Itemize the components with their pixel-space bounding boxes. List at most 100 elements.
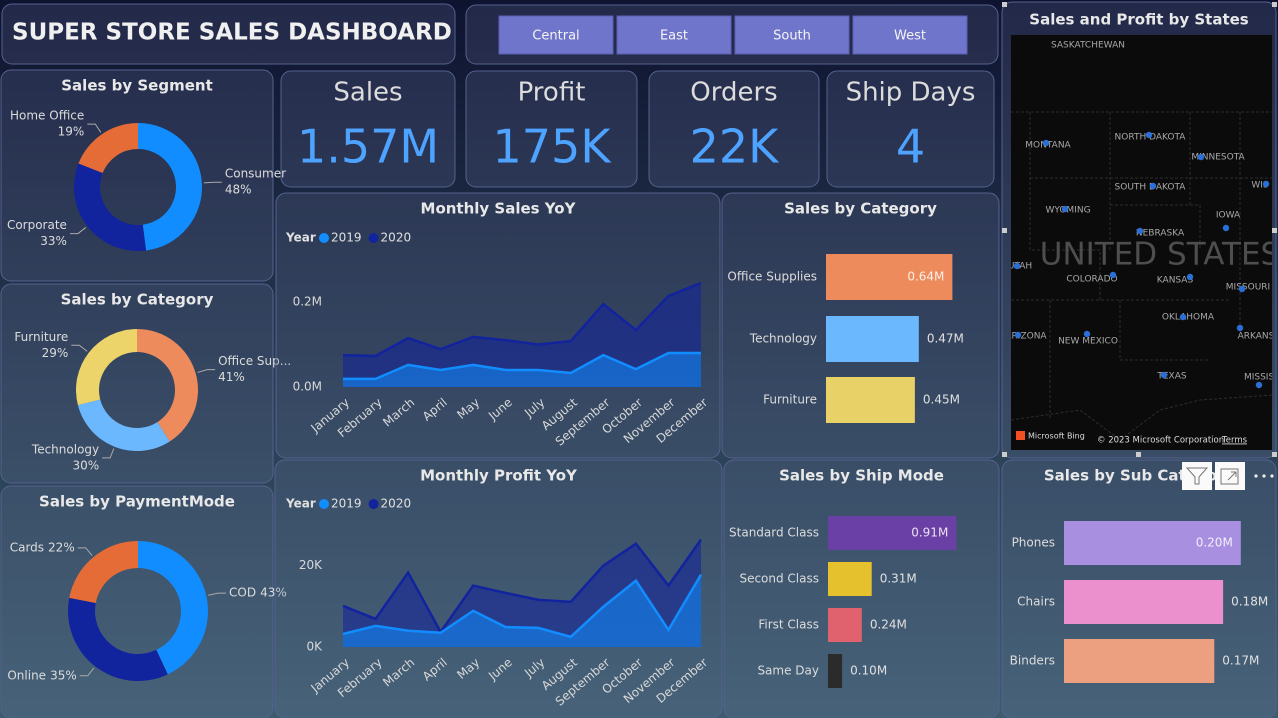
map-point [1236,324,1244,332]
chart-title: Sales by Category [61,291,214,309]
kpi-value: 22K [690,120,781,174]
area [343,574,701,647]
slicer-label[interactable]: Central [532,29,579,44]
slicer-button[interactable] [734,15,850,55]
map-point [1149,182,1157,190]
bar [826,316,919,362]
leader-line [102,448,115,459]
slice-value: 35% [50,668,77,682]
bar [828,608,862,642]
leader-line [197,369,216,373]
map-label: UTAH [1008,262,1032,272]
bar [826,377,915,423]
filter-glyph [1185,467,1209,485]
donut-slice [69,541,138,603]
map-point [1083,330,1091,338]
chart-title: Sales by PaymentMode [39,493,235,511]
selection-handle [1136,452,1141,457]
slicer-button[interactable] [498,15,614,55]
chart-panel [275,192,721,459]
donut-slice [77,399,170,451]
slice-label: Office Sup... [218,354,291,368]
data-label: 0.45M [923,393,960,407]
slice-value: 43% [260,586,287,600]
slicer-label[interactable]: West [894,29,926,44]
filter-icon[interactable] [1182,462,1212,490]
legend-label: 2019 [331,231,362,245]
data-label: 0.10M [850,664,887,678]
leader-line [69,227,87,235]
map-label: MISSOURI [1226,283,1270,293]
slicer-label[interactable]: East [660,29,688,44]
chart-title: Monthly Sales YoY [421,200,577,218]
y-tick-label: Chairs [1017,595,1055,609]
line [342,281,702,358]
y-tick-label: Binders [1010,654,1055,668]
map-attribution: © 2023 Microsoft Corporation [1097,436,1224,446]
map-label: MISSISSIPPI [1244,373,1278,383]
more-dot [1270,474,1274,478]
map-point [1013,262,1021,270]
map-point [1186,273,1194,281]
data-label: 0.64M [907,270,944,284]
selection-handle [1272,228,1277,233]
data-label: 0.24M [870,618,907,632]
y-tick-label: Phones [1012,536,1055,550]
slice-value: 29% [42,346,69,360]
selection-handle [1002,452,1007,457]
y-tick-label: 0.0M [293,380,322,394]
y-tick-label: 0.2M [293,295,322,309]
legend-title: Year [285,231,316,245]
data-label: 0.47M [927,332,964,346]
focus-icon[interactable] [1215,462,1245,490]
kpi-card [826,70,995,188]
map-label: KANSAS [1157,276,1194,286]
data-label: 0.17M [1222,654,1259,668]
leader-line [77,547,93,556]
line [343,351,701,381]
y-tick-label: 0K [306,640,323,654]
slicer-button[interactable] [852,15,968,55]
bing-logo [1016,431,1025,440]
donut-slice [74,163,147,252]
selection-handle [1272,2,1277,7]
map-point [1109,271,1117,279]
slicer-label[interactable]: South [773,29,811,44]
map-border [1011,394,1272,441]
map-country: UNITED STATES [1040,237,1278,273]
map-title: Sales and Profit by States [1029,11,1249,29]
donut-slice [76,329,137,406]
leader-line [208,592,227,596]
slice-label: Cards [10,540,44,554]
map-point [1042,139,1050,147]
kpi-card [648,70,820,188]
map-label: NEW MEXICO [1058,337,1118,347]
kpi-value: 1.57M [297,120,439,174]
kpi-card [465,70,638,188]
map-label: SASKATCHEWAN [1051,41,1125,51]
slice-label: Technology [31,442,99,456]
data-label: 0.91M [911,526,948,540]
y-tick-label: Same Day [757,664,819,678]
map-label: COLORADO [1066,275,1117,285]
chart-panel [0,69,274,282]
leader-line [87,123,102,133]
map-point [1238,285,1246,293]
y-tick-label: Furniture [763,393,817,407]
map-border [1110,204,1201,250]
legend-marker [319,233,329,243]
bar [1064,580,1224,624]
leader-line [79,667,95,677]
leader-line [203,181,222,184]
donut-slice [78,123,138,174]
map-terms[interactable]: Terms [1221,436,1248,446]
map-label: MONTANA [1025,141,1071,151]
slice-value: 41% [218,370,245,384]
map-label: ARIZONA [1005,332,1047,342]
slicer-button[interactable] [616,15,732,55]
bar [826,254,953,300]
map-point [1222,224,1230,232]
slice-value: 30% [72,458,99,472]
chart-title: Sales by Ship Mode [779,467,944,485]
